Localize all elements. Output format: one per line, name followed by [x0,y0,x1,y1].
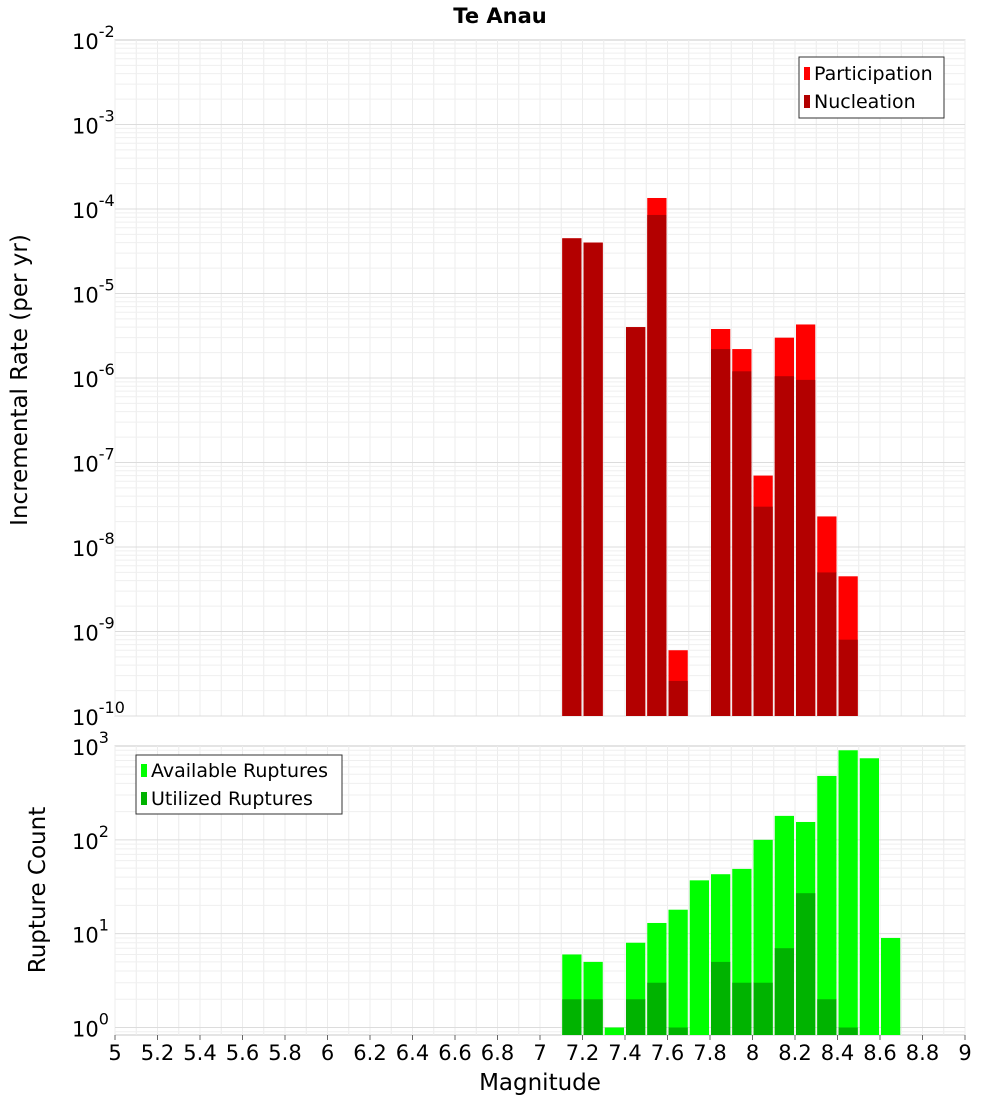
rate-y-ticks: 10-2 10-3 10-4 10-5 10-6 10-7 10-8 10-9 10-10 [72,22,125,730]
rate-y-tick-label: 10-6 [72,360,115,392]
rate-y-tick-label: 10-5 [72,276,115,308]
x-tick-label: 5 [108,1041,121,1065]
legend-label-participation: Participation [814,63,933,85]
rate-bar-nucleation [583,242,603,717]
x-tick-label: 6.8 [481,1041,514,1065]
count-panel: 100 101 102 103 5 5.2 5.4 5.6 5.8 6 6.2 6.4 6.6 6.8 7… [25,728,972,1096]
x-tick-label: 7.4 [608,1041,641,1065]
x-tick-label: 6 [321,1041,334,1065]
legend-label-nucleation: Nucleation [814,91,916,113]
rate-y-tick-label: 10-7 [72,445,115,477]
x-tick-label: 5.2 [141,1041,174,1065]
legend-swatch-participation [804,67,810,80]
rate-y-tick-label: 10-4 [72,191,115,223]
rate-bar-nucleation [796,379,816,716]
count-bar-available-ruptures [689,880,709,1035]
x-tick-label: 7.8 [693,1041,726,1065]
rate-legend: Participation Nucleation [798,56,945,119]
rate-bar-nucleation [817,572,837,716]
rate-bar-nucleation [774,376,794,716]
rate-bars [562,197,858,717]
count-bar-utilized-ruptures [562,999,582,1035]
count-bar-utilized-ruptures [817,999,837,1035]
rate-y-tick-label: 10-9 [72,614,115,646]
x-tick-label: 5.4 [183,1041,216,1065]
x-tick-label: 8 [746,1041,759,1065]
count-y-tick-label: 100 [72,1009,109,1041]
count-bar-utilized-ruptures [647,982,667,1035]
chart-title: Te Anau [453,4,546,28]
rate-bar-nucleation [668,680,688,716]
magnitude-x-ticks: 5 5.2 5.4 5.6 5.8 6 6.2 6.4 6.6 6.8 7 7.2 7.4 7.6 7.8 8… [108,1035,972,1065]
x-axis-label: Magnitude [479,1070,601,1096]
count-legend-box [135,754,343,815]
count-bar-available-ruptures [668,909,688,1035]
count-bar-available-ruptures [881,937,901,1035]
count-bar-utilized-ruptures [774,948,794,1035]
legend-swatch-available [141,764,147,777]
count-y-tick-label: 103 [72,728,109,760]
x-tick-label: 7 [533,1041,546,1065]
count-bar-available-ruptures [838,750,858,1035]
x-tick-label: 6.4 [396,1041,429,1065]
x-tick-label: 9 [958,1041,971,1065]
x-tick-label: 6.6 [438,1041,471,1065]
rate-bar-nucleation [753,506,773,716]
x-tick-label: 7.6 [651,1041,684,1065]
rate-bar-nucleation [562,238,582,717]
rate-y-tick-label: 10-10 [72,698,125,730]
rate-bar-nucleation [732,371,752,716]
x-tick-label: 8.2 [778,1041,811,1065]
x-tick-label: 8.8 [906,1041,939,1065]
legend-label-available: Available Ruptures [151,760,328,782]
rate-gridlines [114,40,966,717]
count-bar-utilized-ruptures [732,982,752,1035]
count-bar-available-ruptures [604,1027,624,1035]
rate-panel: 10-2 10-3 10-4 10-5 10-6 10-7 10-8 10-9 10-10 In… [7,22,966,730]
count-bar-available-ruptures [859,758,879,1035]
rate-bar-nucleation [711,349,731,716]
legend-swatch-nucleation [804,95,810,108]
legend-label-utilized: Utilized Ruptures [151,788,313,810]
count-y-tick-label: 101 [72,916,109,948]
rate-y-tick-label: 10-3 [72,107,115,139]
x-tick-label: 8.4 [821,1041,854,1065]
rate-bar-nucleation [626,327,646,716]
x-tick-label: 6.2 [353,1041,386,1065]
count-legend: Available Ruptures Utilized Ruptures [135,754,343,815]
count-bar-available-ruptures [817,775,837,1035]
count-y-axis-label: Rupture Count [25,807,51,973]
count-bar-utilized-ruptures [838,1027,858,1035]
x-tick-label: 8.6 [863,1041,896,1065]
x-tick-label: 5.6 [226,1041,259,1065]
rate-legend-box [798,56,945,119]
count-bar-utilized-ruptures [626,999,646,1035]
count-bar-utilized-ruptures [796,893,816,1035]
count-y-ticks: 100 101 102 103 [72,728,109,1041]
rate-bar-nucleation [647,214,667,716]
rate-y-tick-label: 10-2 [72,22,115,54]
rate-bar-nucleation [838,639,858,716]
rate-y-tick-label: 10-8 [72,529,115,561]
legend-swatch-utilized [141,792,147,805]
x-tick-label: 5.8 [268,1041,301,1065]
count-y-tick-label: 102 [72,822,109,854]
x-tick-label: 7.2 [566,1041,599,1065]
count-bar-utilized-ruptures [583,999,603,1035]
count-bar-utilized-ruptures [668,1027,688,1035]
rate-y-axis-label: Incremental Rate (per yr) [7,234,33,526]
count-bar-utilized-ruptures [753,982,773,1035]
count-bars [562,750,901,1035]
count-bar-utilized-ruptures [711,961,731,1035]
